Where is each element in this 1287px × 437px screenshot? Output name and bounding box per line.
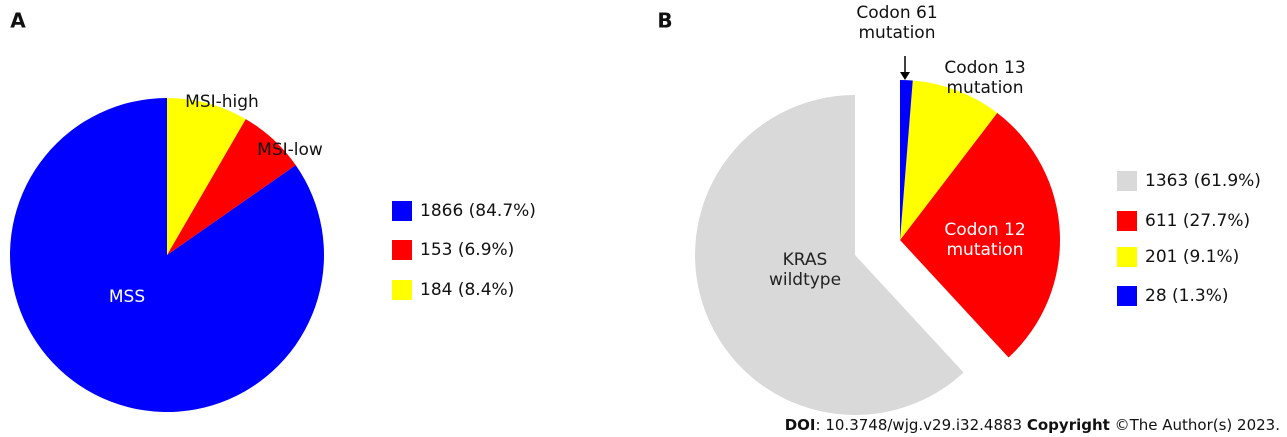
- legend-label: 184 (8.4%): [420, 280, 514, 300]
- legend-swatch: [1117, 171, 1137, 191]
- legend-swatch: [392, 240, 412, 260]
- slice-label: mutation: [859, 23, 936, 43]
- legend-label: 28 (1.3%): [1145, 286, 1229, 306]
- legend-label: 1363 (61.9%): [1145, 171, 1261, 191]
- legend-swatch: [1117, 247, 1137, 267]
- legend-swatch: [392, 201, 412, 221]
- copyright-label: Copyright: [1027, 416, 1110, 434]
- pie-slice: [900, 112, 1060, 358]
- doi-label: DOI: [785, 416, 816, 434]
- legend-swatch: [1117, 211, 1137, 231]
- panel-label: A: [10, 9, 26, 33]
- slice-label: wildtype: [769, 270, 841, 290]
- pie-slice: [900, 80, 998, 241]
- footer: DOI: 10.3748/wjg.v29.i32.4883 Copyright …: [785, 416, 1280, 434]
- slice-label: MSI-high: [185, 92, 259, 112]
- legend-swatch: [392, 280, 412, 300]
- slice-label: Codon 61: [856, 3, 937, 23]
- pie-slice: [900, 80, 913, 240]
- doi: : 10.3748/wjg.v29.i32.4883: [816, 416, 1023, 434]
- legend-label: 1866 (84.7%): [420, 201, 536, 221]
- legend-label: 153 (6.9%): [420, 240, 514, 260]
- pie-slice: [167, 119, 296, 255]
- legend-label: 201 (9.1%): [1145, 247, 1239, 267]
- pie-slice: [9, 98, 324, 412]
- slice-label: Codon 12: [944, 220, 1025, 240]
- copyright: ©The Author(s) 2023.: [1110, 416, 1280, 434]
- slice-label: mutation: [947, 240, 1024, 260]
- slice-label: MSS: [109, 287, 145, 307]
- slice-label: mutation: [947, 78, 1024, 98]
- slice-label: MSI-low: [257, 140, 323, 160]
- pie-slice: [695, 95, 964, 415]
- pie-slice: [167, 98, 246, 255]
- slice-label: KRAS: [783, 250, 828, 270]
- slice-label: Codon 13: [944, 58, 1025, 78]
- legend-label: 611 (27.7%): [1145, 211, 1250, 231]
- arrow-head: [900, 72, 910, 80]
- legend-swatch: [1117, 286, 1137, 306]
- panel-label: B: [657, 9, 672, 33]
